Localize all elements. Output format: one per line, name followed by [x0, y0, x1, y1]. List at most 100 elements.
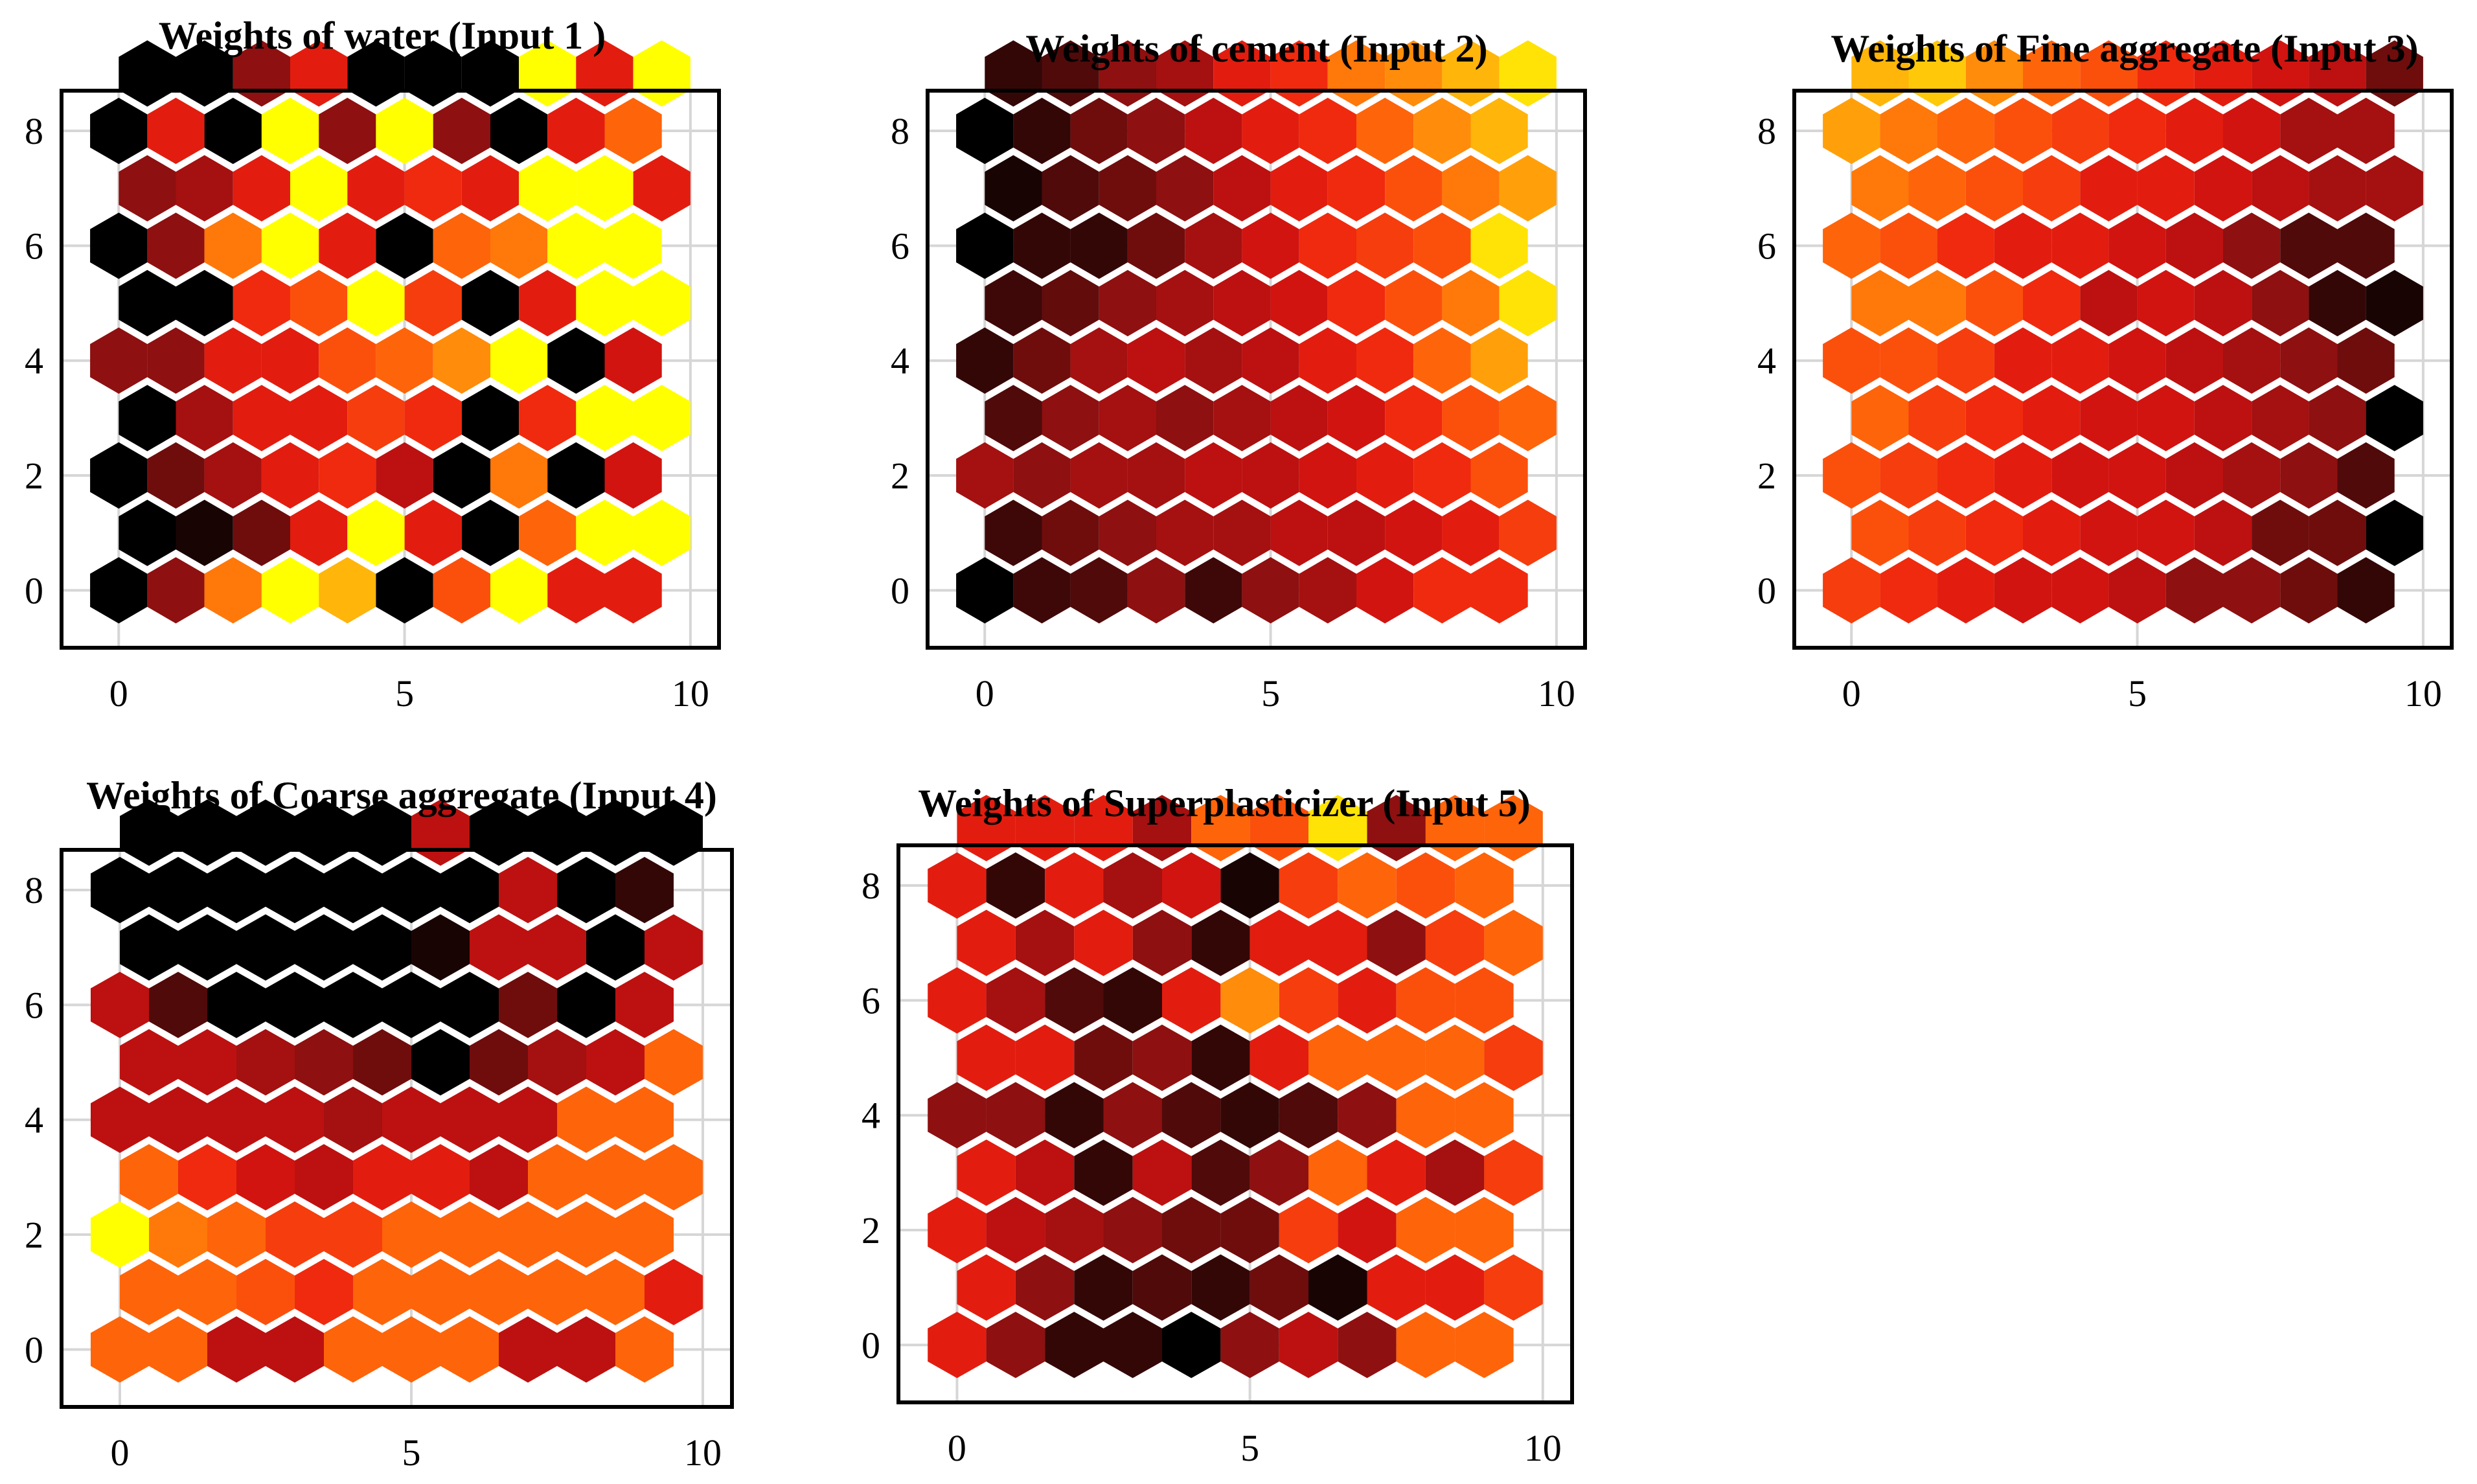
hex-cell-r4-c0	[1823, 327, 1880, 394]
hex-cell-r5-c0	[957, 1024, 1016, 1091]
y-tick-label: 4	[1757, 340, 1776, 382]
hex-cell-r3-c3	[1156, 385, 1214, 451]
hex-cell-r3-c7	[528, 1144, 586, 1211]
hex-cell-r8-c9	[1455, 852, 1514, 919]
hex-cell-r6-c9	[1455, 967, 1514, 1034]
hex-cell-r5-c9	[633, 269, 691, 337]
hex-cell-r1-c5	[1250, 1254, 1308, 1321]
hex-cell-r5-c0	[985, 269, 1042, 337]
hex-cell-r4-c7	[1338, 1082, 1397, 1148]
hex-cell-r8-c8	[557, 856, 615, 924]
hex-cell-r6-c0	[90, 212, 148, 279]
hex-cell-r8-c0	[1823, 97, 1880, 165]
x-tick-label: 0	[948, 1427, 966, 1469]
hex-cell-r1-c2	[236, 1259, 295, 1325]
hex-cell-r4-c5	[382, 1086, 440, 1153]
hex-cell-r8-c2	[204, 97, 262, 165]
hex-cell-r2-c0	[928, 1196, 987, 1264]
hex-cell-r6-c0	[91, 972, 149, 1038]
hex-cell-r2-c9	[1455, 1196, 1514, 1264]
hex-cell-r6-c1	[1013, 212, 1071, 279]
hex-cell-r3-c6	[1327, 385, 1386, 451]
hex-cell-r8-c6	[2165, 97, 2223, 165]
hex-cell-r0-c5	[2108, 557, 2166, 624]
hex-cell-r8-c8	[547, 97, 605, 165]
hex-cell-r8-c5	[382, 856, 440, 924]
axes-border	[60, 89, 721, 650]
y-tick-label: 8	[862, 865, 880, 907]
hex-cell-r0-c4	[1185, 557, 1242, 624]
hex-cell-r1-c4	[1213, 499, 1271, 566]
hex-cell-r1-c9	[645, 1259, 703, 1325]
hex-cell-r5-c4	[1213, 269, 1271, 337]
hex-cell-r2-c8	[557, 1201, 615, 1268]
hex-cell-r4-c5	[2108, 327, 2166, 394]
hex-cell-r8-c3	[1127, 97, 1185, 165]
hex-cell-r7-c0	[957, 909, 1016, 976]
hex-cell-r2-c7	[499, 1201, 557, 1268]
hex-cell-r7-c9	[2366, 155, 2423, 222]
hex-cell-r0-c6	[1279, 1312, 1338, 1378]
hex-cell-r0-c7	[1338, 1312, 1397, 1378]
hex-cell-r4-c2	[1045, 1082, 1104, 1148]
hex-cell-r7-c2	[233, 155, 290, 222]
hex-cell-r6-c4	[1162, 967, 1221, 1034]
hex-cell-r6-c7	[1356, 212, 1414, 279]
hex-cell-r3-c8	[1425, 1139, 1485, 1206]
y-tick-label: 4	[25, 340, 43, 382]
hex-cell-r4-c0	[91, 1086, 149, 1153]
hex-cell-r0-c8	[1413, 557, 1471, 624]
hex-cell-r5-c6	[1327, 269, 1386, 337]
hex-cell-r2-c0	[1823, 442, 1880, 509]
hex-cell-r8-c0	[956, 97, 1014, 165]
y-tick-label: 2	[862, 1209, 880, 1251]
hex-cell-r3-c4	[2080, 385, 2138, 451]
hex-cell-r6-c7	[490, 212, 548, 279]
hex-cell-r8-c1	[1013, 97, 1071, 165]
hex-cell-r3-c0	[120, 1144, 178, 1211]
hex-cell-r1-c3	[295, 1259, 353, 1325]
x-tick-label: 10	[684, 1432, 722, 1474]
hex-cell-r1-c8	[1442, 499, 1500, 566]
hex-cell-r4-c1	[1880, 327, 1937, 394]
hex-cell-r3-c3	[2023, 385, 2081, 451]
hex-cell-r8-c3	[1994, 97, 2052, 165]
hex-cell-r4-c3	[1127, 327, 1185, 394]
hex-cell-r5-c6	[1308, 1024, 1367, 1091]
hex-cell-r3-c9	[645, 1144, 703, 1211]
hex-cell-r4-c5	[1242, 327, 1299, 394]
chart-title: Weights of Coarse aggregate (Input 4)	[86, 774, 717, 817]
y-tick-label: 2	[25, 455, 43, 497]
hex-cell-r3-c8	[1442, 385, 1500, 451]
hex-cell-r7-c6	[1308, 909, 1367, 976]
y-tick-label: 0	[25, 569, 43, 611]
hex-cell-r6-c7	[499, 972, 557, 1038]
hex-cell-r4-c3	[1103, 1082, 1162, 1148]
hex-cell-r3-c5	[411, 1144, 470, 1211]
hex-cell-r6-c3	[266, 972, 324, 1038]
hex-cell-r0-c2	[204, 557, 262, 624]
hex-cell-r7-c1	[178, 914, 236, 981]
hex-cell-r1-c0	[120, 1259, 178, 1325]
hex-cell-r2-c0	[91, 1201, 149, 1268]
x-tick-label: 10	[672, 672, 709, 714]
hex-cell-r4-c6	[440, 1086, 499, 1153]
hex-cell-r4-c7	[2223, 327, 2281, 394]
hex-cell-r3-c8	[586, 1144, 645, 1211]
hex-cell-r1-c1	[1042, 499, 1099, 566]
hex-cell-r4-c9	[604, 327, 662, 394]
hex-cell-r7-c3	[2023, 155, 2081, 222]
hex-cell-r2-c5	[2108, 442, 2166, 509]
hex-cell-r7-c3	[290, 155, 348, 222]
hex-cell-r3-c2	[1965, 385, 2023, 451]
hex-cell-r4-c9	[2337, 327, 2395, 394]
hex-cell-r5-c1	[176, 269, 233, 337]
hex-cell-r6-c5	[1242, 212, 1299, 279]
hex-cell-r6-c9	[2337, 212, 2395, 279]
hex-cell-r0-c9	[615, 1316, 674, 1383]
hex-cell-r7-c9	[1499, 155, 1557, 222]
hex-cell-r8-c7	[490, 97, 548, 165]
hex-cell-r1-c2	[1099, 499, 1156, 566]
hex-cell-r5-c4	[347, 269, 405, 337]
hex-cell-r8-c7	[499, 856, 557, 924]
